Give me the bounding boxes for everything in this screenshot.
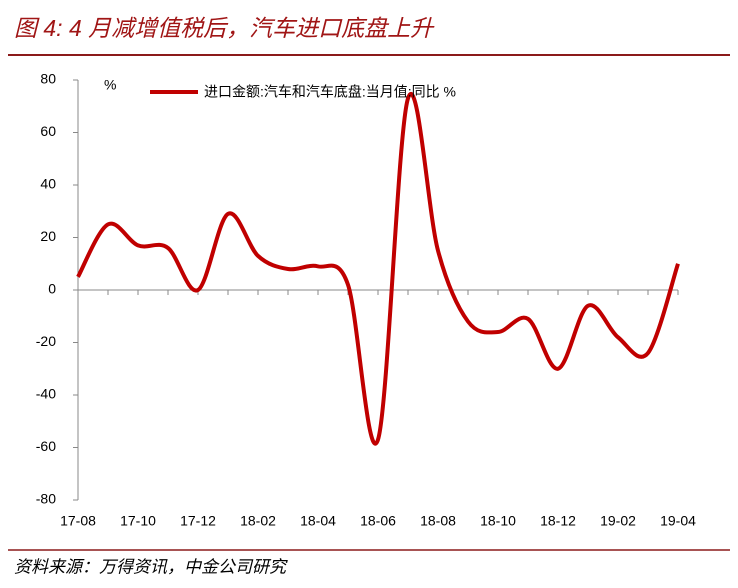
unit-label: % (104, 77, 116, 93)
x-tick-label: 17-10 (120, 513, 156, 529)
x-tick-label: 18-08 (420, 513, 456, 529)
x-tick-label: 18-12 (540, 513, 576, 529)
x-tick-label: 18-02 (240, 513, 276, 529)
chart-title: 图 4: 4 月减增值税后，汽车进口底盘上升 (14, 15, 435, 41)
y-tick-label: 20 (40, 228, 56, 244)
y-tick-label: -60 (36, 438, 56, 454)
y-tick-label: -40 (36, 386, 56, 402)
line (76, 92, 680, 446)
x-tick-label: 18-04 (300, 513, 336, 529)
x-tick-label: 17-08 (60, 513, 96, 529)
y-tick-label: -80 (36, 491, 56, 507)
x-tick-label: 18-10 (480, 513, 516, 529)
y-tick-label: 0 (48, 281, 56, 297)
x-tick-label: 18-06 (360, 513, 396, 529)
legend-label: 进口金额:汽车和汽车底盘:当月值:同比 % (204, 84, 456, 100)
x-tick-label: 17-12 (180, 513, 216, 529)
x-tick-label: 19-02 (600, 513, 636, 529)
x-tick-label: 19-04 (660, 513, 696, 529)
y-tick-label: -20 (36, 333, 56, 349)
source: 资料来源：万得资讯，中金公司研究 (14, 557, 288, 576)
y-tick-label: 60 (40, 123, 56, 139)
y-tick-label: 40 (40, 176, 56, 192)
y-tick-label: 80 (40, 71, 56, 87)
